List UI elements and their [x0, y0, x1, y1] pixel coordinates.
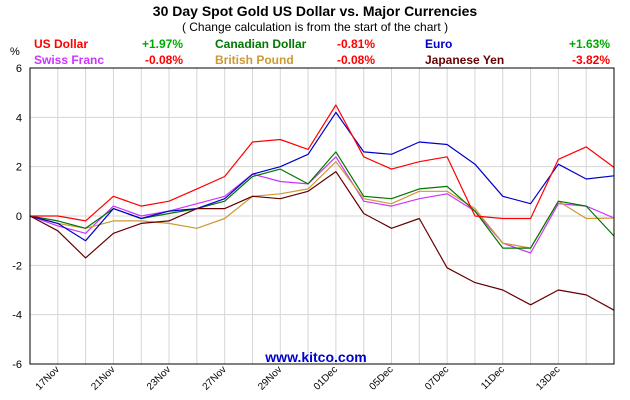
legend-change-canadian-dollar: -0.81%	[337, 37, 375, 51]
legend-change-us-dollar: +1.97%	[142, 37, 183, 51]
legend-name-swiss-franc: Swiss Franc	[34, 53, 104, 67]
series-line-euro	[29, 111, 615, 242]
y-tick-label: 2	[16, 162, 22, 174]
x-tick-label: 07Dec	[423, 364, 451, 392]
x-tick-label: 05Dec	[367, 364, 395, 392]
legend-name-us-dollar: US Dollar	[34, 37, 88, 51]
x-axis-ticks: 17Nov 21Nov 23Nov 27Nov 29Nov 01Dec 05Dec 07Dec…	[34, 364, 563, 392]
legend-name-british-pound: British Pound	[215, 53, 294, 67]
series-line-us-dollar	[30, 104, 615, 222]
series-line-japanese-yen	[29, 171, 615, 311]
x-tick-label: 27Nov	[201, 364, 229, 392]
series-lines	[29, 104, 615, 311]
x-tick-label: 13Dec	[534, 364, 562, 392]
series-line-swiss-franc	[29, 156, 615, 254]
chart-subtitle: ( Change calculation is from the start o…	[182, 20, 448, 34]
y-tick-label: -6	[12, 359, 22, 371]
plot-frame	[29, 67, 615, 365]
y-tick-label: -4	[12, 310, 22, 322]
legend-name-japanese-yen: Japanese Yen	[425, 53, 504, 67]
legend: US Dollar +1.97% Canadian Dollar -0.81% Euro…	[34, 37, 610, 67]
watermark: www.kitco.com	[264, 349, 366, 365]
grid-lines	[30, 67, 614, 365]
x-tick-label: 23Nov	[145, 364, 173, 392]
x-tick-label: 01Dec	[312, 364, 340, 392]
legend-change-euro: +1.63%	[569, 37, 610, 51]
legend-change-japanese-yen: -3.82%	[572, 53, 610, 67]
y-tick-label: 4	[16, 112, 22, 124]
y-tick-label: -2	[12, 260, 22, 272]
chart-title: 30 Day Spot Gold US Dollar vs. Major Cur…	[153, 3, 478, 19]
legend-name-canadian-dollar: Canadian Dollar	[215, 37, 307, 51]
y-axis-label: %	[10, 46, 20, 58]
y-tick-label: 6	[16, 63, 22, 75]
x-tick-label: 21Nov	[89, 364, 117, 392]
legend-change-swiss-franc: -0.08%	[145, 53, 183, 67]
legend-change-british-pound: -0.08%	[337, 53, 375, 67]
y-tick-label: 0	[16, 211, 22, 223]
legend-name-euro: Euro	[425, 37, 452, 51]
series-line-british-pound	[29, 161, 615, 249]
x-tick-label: 29Nov	[256, 364, 284, 392]
x-tick-label: 17Nov	[34, 364, 62, 392]
x-tick-label: 11Dec	[479, 364, 507, 392]
y-axis-ticks: 6 4 2 0 -2 -4 -6	[12, 63, 22, 371]
